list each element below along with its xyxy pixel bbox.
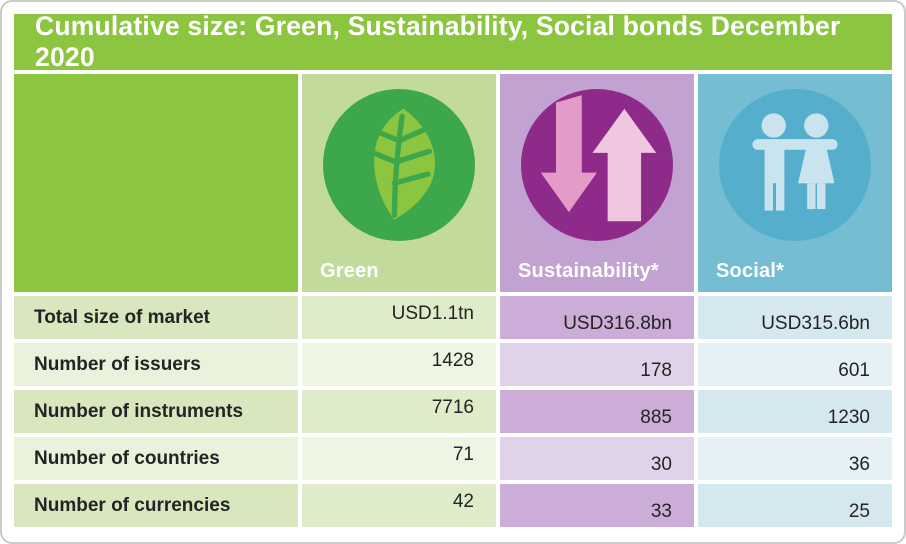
column-label-sustainability: Sustainability* (518, 260, 659, 282)
value-sustainability-currencies: 33 (500, 484, 694, 527)
row-label-number-of-issuers: Number of issuers (14, 343, 298, 386)
value-sustainability-instruments: 885 (500, 390, 694, 433)
row-label-number-of-currencies: Number of currencies (14, 484, 298, 527)
up-down-arrows-icon (521, 89, 673, 241)
value-sustainability-total-size: USD316.8bn (500, 296, 694, 339)
title-bar: Cumulative size: Green, Sustainability, … (14, 11, 892, 72)
header-column-social: Social* (698, 74, 892, 292)
value-social-total-size: USD315.6bn (698, 296, 892, 339)
value-social-issuers: 601 (698, 343, 892, 386)
value-social-instruments: 1230 (698, 390, 892, 433)
leaf-icon (323, 89, 475, 241)
value-social-currencies: 25 (698, 484, 892, 527)
page-title: Cumulative size: Green, Sustainability, … (35, 11, 841, 72)
header-spacer-cell (14, 74, 298, 292)
header-column-green: Green (302, 74, 496, 292)
value-social-countries: 36 (698, 437, 892, 480)
row-label-number-of-instruments: Number of instruments (14, 390, 298, 433)
value-green-instruments: 7716 (302, 390, 496, 433)
value-green-total-size: USD1.1tn (302, 296, 496, 339)
column-label-green: Green (320, 260, 379, 282)
header-column-sustainability: Sustainability* (500, 74, 694, 292)
value-sustainability-countries: 30 (500, 437, 694, 480)
row-label-total-size-of-market: Total size of market (14, 296, 298, 339)
row-label-number-of-countries: Number of countries (14, 437, 298, 480)
value-sustainability-issuers: 178 (500, 343, 694, 386)
value-green-countries: 71 (302, 437, 496, 480)
value-green-issuers: 1428 (302, 343, 496, 386)
bonds-table: Green Sustainability* (14, 74, 892, 527)
column-label-social: Social* (716, 260, 785, 282)
value-green-currencies: 42 (302, 484, 496, 527)
two-people-icon (719, 89, 871, 241)
